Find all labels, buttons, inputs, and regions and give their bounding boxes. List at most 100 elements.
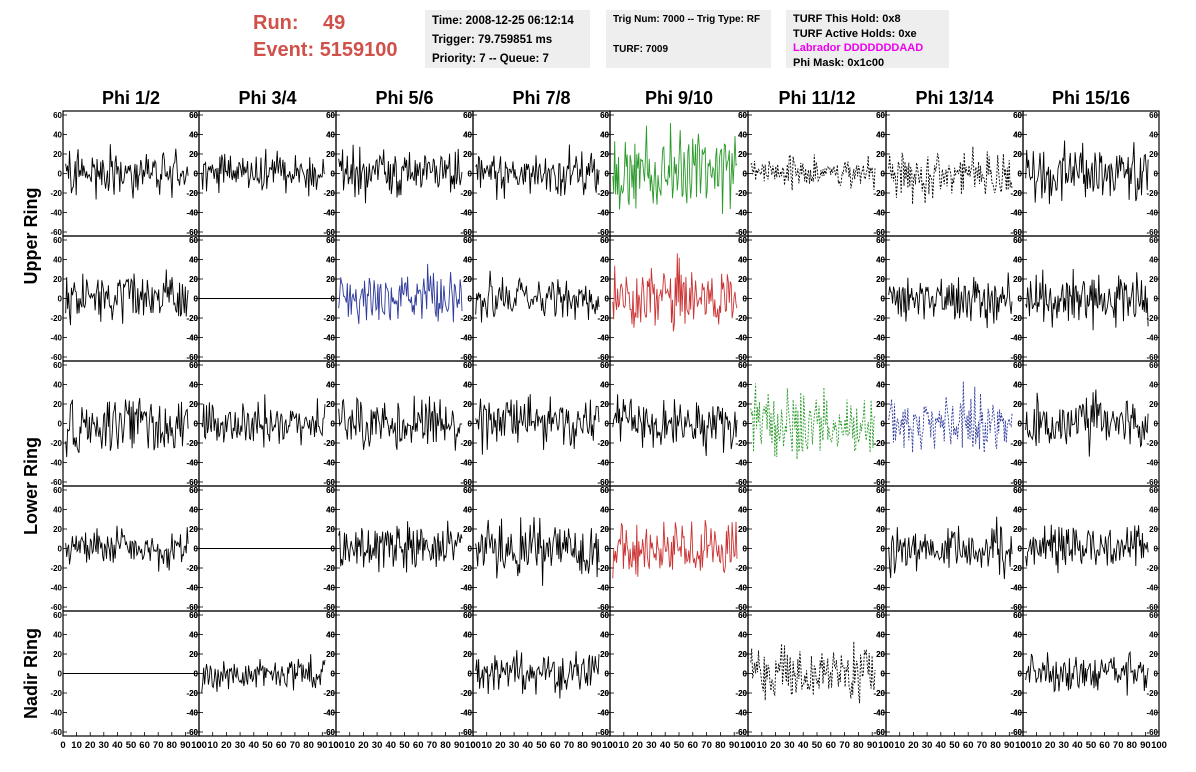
y-tick-label: -20 [50,564,62,573]
y-tick-label: 40 [326,256,335,265]
y-tick-label: -40 [735,209,747,218]
y-tick-label: 20 [1013,150,1022,159]
y-tick-label: 40 [600,506,609,515]
waveform-line [612,394,738,457]
x-tick-label: 0 [196,740,201,751]
y-tick-label: 20 [326,650,335,659]
y-tick-label: -20 [186,314,198,323]
y-tick-label: 0 [1018,670,1023,679]
row-title: Upper Ring [21,188,41,285]
x-tick-label: 40 [1072,740,1083,751]
x-tick-label: 100 [1015,740,1031,751]
y-tick-label: -40 [735,459,747,468]
y-tick-label: 60 [326,111,335,120]
x-tick-label: 50 [1086,740,1097,751]
y-tick-label: -60 [460,478,472,487]
y-tick-label: 60 [463,111,472,120]
y-tick-label: -40 [873,459,885,468]
y-tick-label: -40 [597,584,609,593]
y-tick-label: 20 [738,400,747,409]
x-tick-label: 60 [276,740,287,751]
x-tick-label: 40 [386,740,397,751]
y-tick-label: 20 [876,400,885,409]
y-tick-label: -60 [735,228,747,237]
y-tick-label: -20 [1146,314,1158,323]
y-tick-label: 0 [605,295,610,304]
y-tick-label: -40 [50,584,62,593]
y-tick-label: 60 [326,486,335,495]
y-tick-label: -60 [1010,603,1022,612]
y-tick-label: -60 [597,353,609,362]
y-tick-label: 20 [189,275,198,284]
x-tick-label: 50 [674,740,685,751]
column-title: Phi 5/6 [375,88,433,108]
y-tick-label: -20 [460,314,472,323]
x-tick-label: 20 [1045,740,1056,751]
y-tick-label: 0 [194,545,199,554]
y-tick-label: 20 [738,275,747,284]
y-tick-label: 0 [1018,170,1023,179]
y-tick-label: 40 [463,631,472,640]
x-tick-label: 10 [481,740,492,751]
y-tick-label: -40 [597,709,609,718]
y-tick-label: 60 [326,361,335,370]
y-tick-label: -40 [460,709,472,718]
y-tick-label: -20 [186,564,198,573]
y-tick-label: 20 [189,525,198,534]
y-tick-label: -20 [460,439,472,448]
y-tick-label: -20 [873,564,885,573]
y-tick-label: -20 [186,189,198,198]
y-tick-label: 20 [876,275,885,284]
y-tick-label: -20 [597,439,609,448]
y-tick-label: 60 [1149,361,1158,370]
y-tick-label: 60 [1149,611,1158,620]
waveform-line [338,395,463,451]
y-tick-label: -20 [460,689,472,698]
y-tick-label: 0 [743,670,748,679]
y-tick-label: 40 [1013,256,1022,265]
y-tick-label: 20 [600,650,609,659]
y-tick-label: 20 [189,275,198,284]
column-title: Phi 3/4 [238,88,296,108]
y-tick-label: -20 [1010,314,1022,323]
y-tick-label: 20 [53,150,62,159]
labrador-text: Labrador DDDDDDDAAD [793,42,924,54]
y-tick-label: 20 [326,525,335,534]
column-title: Phi 9/10 [645,88,713,108]
y-tick-label: 60 [738,236,747,245]
y-tick-label: 40 [463,381,472,390]
x-tick-label: 20 [908,740,919,751]
y-tick-label: -40 [50,209,62,218]
x-tick-label: 30 [1059,740,1070,751]
y-tick-label: 40 [600,631,609,640]
waveform-line [201,394,326,448]
y-tick-label: 60 [326,486,335,495]
y-tick-label: 0 [881,545,886,554]
column-title: Phi 1/2 [102,88,160,108]
waveform-line [475,650,600,699]
waveform-line [201,654,326,693]
y-tick-label: 20 [876,150,885,159]
phi-mask-text: Phi Mask: 0x1c00 [793,56,885,69]
y-tick-label: 60 [53,486,62,495]
y-tick-label: 0 [1018,545,1023,554]
y-tick-label: 20 [876,275,885,284]
y-tick-label: 20 [600,400,609,409]
x-tick-label: 30 [922,740,933,751]
y-tick-label: -40 [735,709,747,718]
x-tick-label: 40 [523,740,534,751]
y-tick-label: 0 [468,545,473,554]
y-tick-label: -40 [1010,459,1022,468]
y-tick-label: 40 [189,381,198,390]
y-tick-label: 40 [876,381,885,390]
y-tick-label: -40 [1146,209,1158,218]
x-tick-label: 70 [977,740,988,751]
panel-frame [747,610,887,737]
x-tick-label: 10 [757,740,768,751]
y-tick-label: -40 [735,584,747,593]
y-tick-label: 60 [463,486,472,495]
x-tick-label: 100 [1151,740,1167,751]
y-tick-label: 60 [1013,236,1022,245]
trig-info-box: Trig Num: 7000 -- Trig Type: RF TURF: 70… [606,10,771,68]
y-tick-label: 0 [331,670,336,679]
